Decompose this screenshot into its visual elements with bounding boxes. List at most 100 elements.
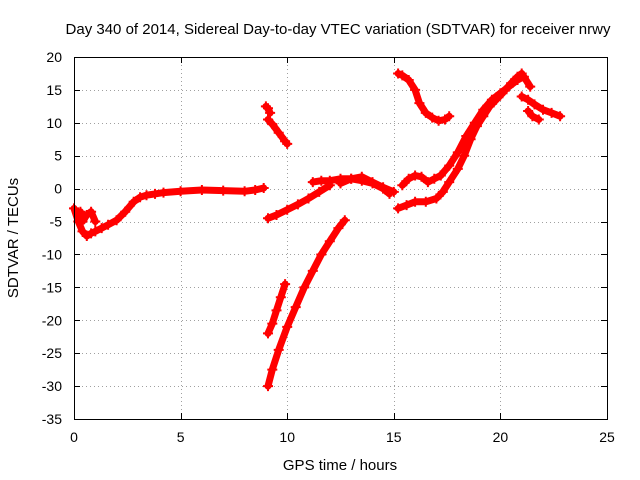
data-point bbox=[420, 107, 431, 118]
data-point bbox=[523, 94, 534, 105]
data-point bbox=[150, 188, 160, 199]
data-point bbox=[429, 173, 440, 184]
data-point bbox=[141, 190, 152, 201]
data-point bbox=[420, 196, 431, 207]
data-point bbox=[356, 171, 367, 182]
data-point bbox=[388, 186, 399, 197]
data-point bbox=[435, 170, 446, 181]
data-point bbox=[459, 150, 470, 161]
series-layer bbox=[69, 68, 566, 392]
y-tick-label: -30 bbox=[42, 378, 62, 394]
data-point bbox=[324, 236, 335, 247]
data-point bbox=[86, 206, 97, 217]
y-tick-label: 20 bbox=[46, 49, 62, 65]
data-point bbox=[410, 170, 421, 181]
data-point bbox=[196, 185, 207, 195]
data-point bbox=[335, 178, 346, 189]
data-point bbox=[90, 216, 101, 227]
data-point bbox=[267, 119, 278, 130]
data-point bbox=[96, 223, 107, 234]
data-point bbox=[410, 84, 421, 95]
data-point bbox=[437, 186, 448, 197]
data-point bbox=[303, 193, 314, 204]
data-point bbox=[555, 111, 566, 122]
data-point bbox=[523, 106, 534, 116]
data-point bbox=[461, 131, 472, 141]
data-point bbox=[516, 91, 527, 102]
data-point bbox=[431, 193, 442, 204]
data-point bbox=[339, 215, 350, 226]
data-point bbox=[275, 292, 286, 303]
y-tick-label: -25 bbox=[42, 345, 62, 361]
data-point bbox=[316, 249, 327, 260]
data-point bbox=[158, 187, 169, 198]
chart-title: Day 340 of 2014, Sidereal Day-to-day VTE… bbox=[66, 21, 611, 38]
y-tick-label: -15 bbox=[42, 279, 62, 295]
data-point bbox=[529, 99, 540, 110]
data-point bbox=[410, 196, 421, 207]
y-tick-label: 10 bbox=[46, 115, 62, 131]
data-point bbox=[503, 81, 514, 92]
y-tick-label: 5 bbox=[54, 148, 62, 164]
data-point bbox=[282, 204, 293, 215]
data-point bbox=[469, 117, 480, 128]
data-point bbox=[518, 71, 529, 82]
data-point bbox=[218, 185, 229, 196]
y-tick-label: 0 bbox=[54, 181, 62, 197]
data-point bbox=[273, 344, 284, 355]
y-tick-label: -5 bbox=[50, 214, 63, 230]
y-axis-label: SDTVAR / TECUs bbox=[5, 178, 22, 298]
data-point bbox=[403, 173, 414, 184]
data-point bbox=[280, 279, 291, 290]
data-point bbox=[403, 75, 414, 85]
data-point bbox=[239, 186, 250, 197]
data-point bbox=[307, 265, 318, 276]
data-point bbox=[307, 177, 318, 188]
data-point bbox=[290, 302, 301, 313]
data-point bbox=[271, 305, 282, 316]
data-point bbox=[90, 226, 101, 237]
data-point bbox=[273, 127, 284, 138]
data-point bbox=[324, 175, 335, 186]
data-point bbox=[478, 104, 489, 115]
data-point bbox=[128, 196, 139, 207]
data-point bbox=[265, 107, 276, 118]
data-point bbox=[75, 206, 86, 217]
x-tick-label: 25 bbox=[599, 429, 615, 445]
x-tick-label: 10 bbox=[279, 429, 295, 445]
data-point bbox=[299, 282, 310, 293]
data-point bbox=[401, 200, 412, 211]
data-point bbox=[316, 175, 327, 186]
data-point bbox=[397, 70, 408, 81]
data-point bbox=[135, 192, 146, 203]
x-tick-labels: 0 5 10 15 20 25 bbox=[70, 429, 615, 445]
data-point bbox=[333, 223, 344, 234]
y-tick-label: -10 bbox=[42, 246, 62, 262]
data-point bbox=[267, 318, 278, 329]
data-point bbox=[416, 171, 427, 182]
series-line-arc-13 bbox=[437, 73, 534, 179]
y-tick-label: -35 bbox=[42, 411, 62, 427]
data-point bbox=[546, 107, 557, 118]
data-point bbox=[444, 111, 455, 122]
data-point bbox=[444, 160, 455, 171]
data-point bbox=[282, 321, 293, 332]
data-point bbox=[103, 219, 114, 230]
data-point bbox=[314, 186, 325, 197]
data-point bbox=[263, 213, 273, 224]
plot-frame bbox=[74, 57, 608, 420]
y-tick-label: 15 bbox=[46, 82, 62, 98]
data-point bbox=[414, 98, 425, 109]
data-point bbox=[378, 182, 389, 193]
data-point bbox=[263, 103, 273, 114]
data-point bbox=[271, 210, 282, 220]
x-tick-label: 5 bbox=[177, 429, 185, 445]
data-point bbox=[452, 147, 463, 158]
data-point bbox=[111, 215, 122, 226]
data-point bbox=[267, 364, 278, 375]
data-point bbox=[367, 177, 378, 188]
data-point bbox=[486, 94, 497, 105]
data-point bbox=[292, 199, 303, 210]
data-point bbox=[538, 104, 548, 115]
